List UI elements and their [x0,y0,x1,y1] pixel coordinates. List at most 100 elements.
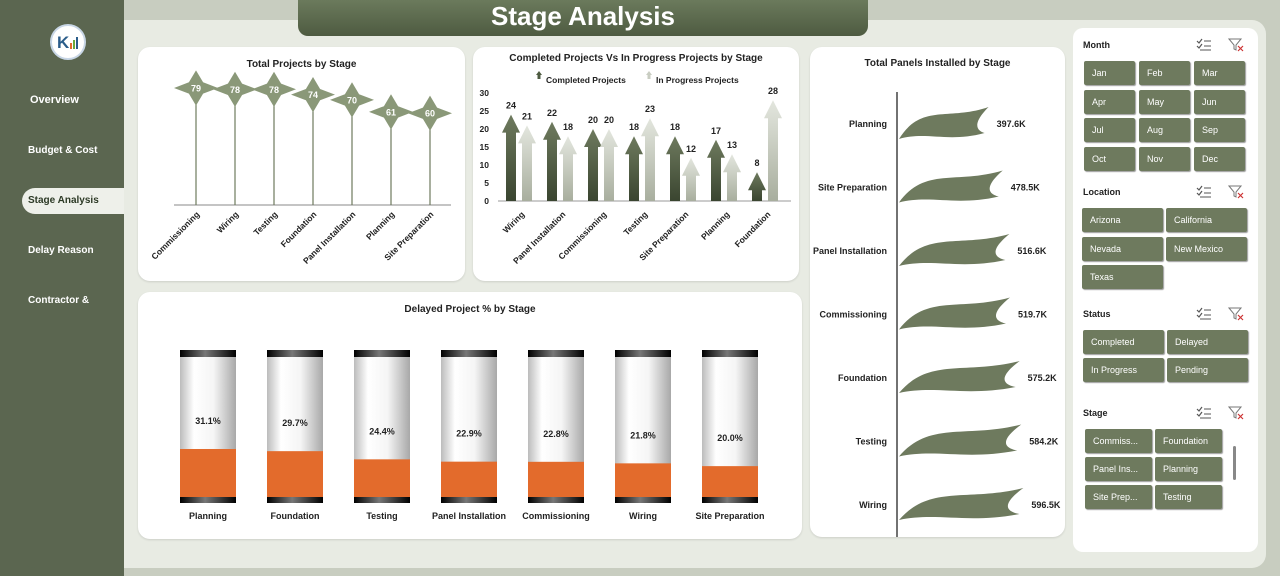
in-progress-arrow [764,100,782,201]
multi-select-icon[interactable] [1196,406,1212,420]
completed-arrow [584,129,602,201]
clear-filter-icon[interactable] [1227,307,1244,321]
card-title: Total Panels Installed by Stage [864,58,1011,69]
star-marker [408,95,452,131]
clear-filter-icon[interactable] [1227,406,1244,420]
status-button-completed[interactable]: Completed [1083,330,1164,354]
completed-arrow [502,114,520,201]
cylinder-bottom-rim [180,497,236,503]
multi-select-icon[interactable] [1196,307,1212,321]
category-label: Site Preparation [818,183,887,193]
data-label: 22.9% [456,429,482,439]
month-button-jun[interactable]: Jun [1194,89,1245,114]
nav-stage-analysis[interactable]: Stage Analysis [22,188,124,214]
completed-arrow [748,172,766,201]
data-label: 24.4% [369,426,395,436]
completed-vs-progress-card: Completed Projects Vs In Progress Projec… [473,47,799,281]
location-button-nevada[interactable]: Nevada [1082,236,1163,261]
month-button-jan[interactable]: Jan [1084,61,1135,85]
stage-button-3[interactable]: Planning [1155,457,1222,481]
star-marker [252,71,296,107]
delayed-percent-card: Delayed Project % by Stage 31.1% Planning… [138,292,802,539]
nav-budget-cost[interactable]: Budget & Cost [28,145,98,156]
flag-bar [899,234,1010,266]
month-button-sep[interactable]: Sep [1194,118,1245,142]
cylinder-bottom-rim [615,497,671,503]
location-button-texas[interactable]: Texas [1082,265,1163,289]
category-label: Commissioning [522,511,590,521]
cylinder-top-rim [354,350,410,357]
in-progress-arrow [641,118,659,201]
location-button-arizona[interactable]: Arizona [1082,208,1163,232]
location-button-california[interactable]: California [1166,208,1247,232]
month-button-feb[interactable]: Feb [1139,61,1190,85]
data-label: 21.8% [630,430,656,440]
clear-filter-icon[interactable] [1227,185,1244,199]
completed-arrow [707,139,725,201]
location-button-new-mexico[interactable]: New Mexico [1166,236,1247,261]
multi-select-icon[interactable] [1196,38,1212,52]
legend-marker-in-progress [646,71,652,79]
y-tick-label: 15 [480,142,490,152]
card-title: Completed Projects Vs In Progress Projec… [509,53,763,64]
category-label: Commissioning [819,310,887,320]
status-button-pending[interactable]: Pending [1167,358,1248,382]
month-button-aug[interactable]: Aug [1139,118,1190,142]
status-button-in-progress[interactable]: In Progress [1083,358,1164,382]
star-marker [213,71,257,107]
data-label: 596.5K [1031,500,1061,510]
data-label: 584.2K [1029,437,1059,447]
cylinder-top-rim [615,350,671,357]
completed-arrow [666,136,684,201]
delayed-percent-chart: 31.1% Planning 29.7% Foundation 24.4% Testing… [180,350,765,521]
category-label: Foundation [271,511,320,521]
month-button-jul[interactable]: Jul [1084,118,1135,142]
data-label: 18 [563,122,573,132]
star-marker [369,94,413,130]
data-label: 23 [645,104,655,114]
clear-filter-icon[interactable] [1227,38,1244,52]
data-label: 20 [588,115,598,125]
status-button-delayed[interactable]: Delayed [1167,330,1248,354]
cylinder-top-rim [441,350,497,357]
cylinder-bottom-rim [267,497,323,503]
flag-bar [899,170,1003,203]
month-button-mar[interactable]: Mar [1194,61,1245,85]
data-label: 22 [547,108,557,118]
y-tick-label: 30 [480,88,490,98]
month-button-apr[interactable]: Apr [1084,89,1135,114]
nav-delay-reason[interactable]: Delay Reason [28,245,94,256]
location-slicer-title: Location [1083,187,1121,197]
cylinder-top-rim [528,350,584,357]
category-label: Foundation [838,373,887,383]
multi-select-icon[interactable] [1196,185,1212,199]
month-button-oct[interactable]: Oct [1084,146,1135,171]
cylinder-top-rim [180,350,236,357]
month-button-may[interactable]: May [1139,89,1190,114]
month-button-dec[interactable]: Dec [1194,146,1245,171]
category-label: Wiring [215,209,241,235]
stage-scrollbar[interactable] [1233,446,1236,480]
total-projects-chart: 79 Commissioning 78 Wiring 78 Testing 74 Founda… [149,70,452,266]
y-tick-label: 0 [484,196,489,206]
category-label: Testing [366,511,397,521]
legend-label: In Progress Projects [656,75,739,85]
stage-button-1[interactable]: Foundation [1155,429,1222,453]
stage-button-5[interactable]: Testing [1155,485,1222,509]
data-label: 478.5K [1011,183,1041,193]
month-button-nov[interactable]: Nov [1139,146,1190,171]
nav-contractor[interactable]: Contractor & [28,295,90,306]
cylinder-bottom-rim [354,497,410,503]
data-label: 397.6K [997,119,1027,129]
data-label: 24 [506,101,516,111]
data-label: 20 [604,115,614,125]
nav-overview[interactable]: Overview [30,94,79,106]
stage-button-2[interactable]: Panel Ins... [1085,457,1152,481]
stage-button-0[interactable]: Commiss... [1085,429,1152,453]
data-label: 18 [629,122,639,132]
data-label: 28 [768,86,778,96]
y-tick-label: 5 [484,178,489,188]
sidebar [18,20,124,568]
stage-button-4[interactable]: Site Prep... [1085,485,1152,509]
data-label: 61 [386,107,396,117]
